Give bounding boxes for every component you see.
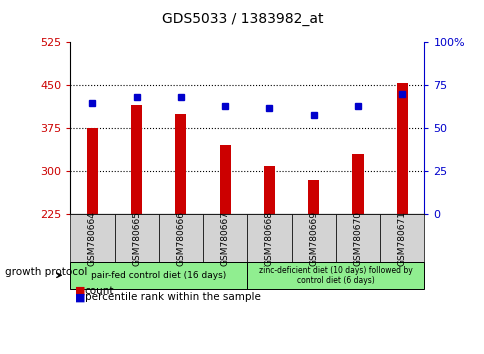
Text: GSM780666: GSM780666: [176, 211, 185, 266]
Text: count: count: [85, 286, 114, 296]
Bar: [263, 166, 274, 214]
Text: pair-fed control diet (16 days): pair-fed control diet (16 days): [91, 271, 226, 280]
Text: ■: ■: [75, 292, 86, 302]
Text: GSM780671: GSM780671: [397, 211, 406, 266]
Text: GSM780670: GSM780670: [353, 211, 362, 266]
Text: GSM780665: GSM780665: [132, 211, 141, 266]
Bar: [175, 114, 186, 214]
Text: ■: ■: [75, 286, 86, 296]
Bar: [307, 180, 318, 214]
Text: GDS5033 / 1383982_at: GDS5033 / 1383982_at: [162, 12, 322, 27]
Text: growth protocol: growth protocol: [5, 267, 87, 277]
Bar: [396, 82, 407, 214]
Text: GSM780668: GSM780668: [264, 211, 273, 266]
Text: zinc-deficient diet (10 days) followed by
control diet (6 days): zinc-deficient diet (10 days) followed b…: [258, 266, 412, 285]
Bar: [352, 154, 363, 214]
Text: GSM780664: GSM780664: [88, 211, 97, 266]
Text: GSM780667: GSM780667: [220, 211, 229, 266]
Text: GSM780669: GSM780669: [309, 211, 318, 266]
Bar: [87, 128, 98, 214]
Bar: [131, 105, 142, 214]
Bar: [219, 145, 230, 214]
Text: percentile rank within the sample: percentile rank within the sample: [85, 292, 260, 302]
